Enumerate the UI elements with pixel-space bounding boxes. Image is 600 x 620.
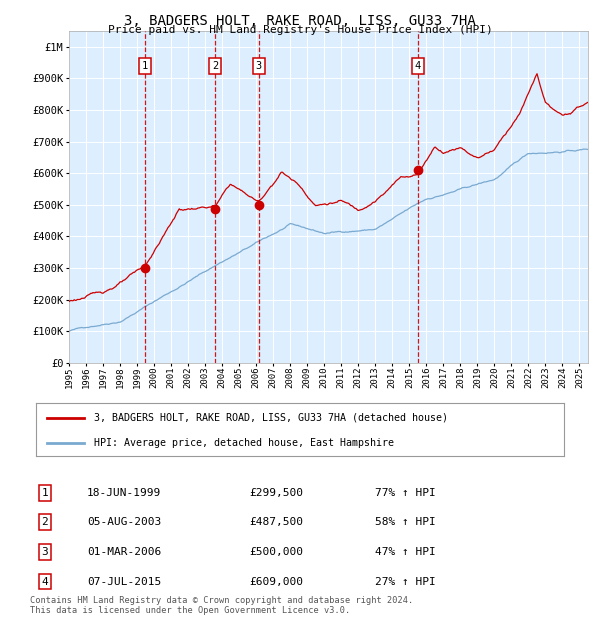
Text: Contains HM Land Registry data © Crown copyright and database right 2024.
This d: Contains HM Land Registry data © Crown c… bbox=[30, 596, 413, 615]
Text: 2: 2 bbox=[41, 517, 49, 527]
Text: £500,000: £500,000 bbox=[249, 547, 303, 557]
Text: 58% ↑ HPI: 58% ↑ HPI bbox=[375, 517, 436, 527]
Text: 2: 2 bbox=[212, 61, 218, 71]
Text: 05-AUG-2003: 05-AUG-2003 bbox=[87, 517, 161, 527]
Text: £609,000: £609,000 bbox=[249, 577, 303, 587]
Text: 3: 3 bbox=[41, 547, 49, 557]
Text: 27% ↑ HPI: 27% ↑ HPI bbox=[375, 577, 436, 587]
Text: 77% ↑ HPI: 77% ↑ HPI bbox=[375, 488, 436, 498]
Text: £299,500: £299,500 bbox=[249, 488, 303, 498]
Text: 3, BADGERS HOLT, RAKE ROAD, LISS, GU33 7HA: 3, BADGERS HOLT, RAKE ROAD, LISS, GU33 7… bbox=[124, 14, 476, 28]
Text: 4: 4 bbox=[41, 577, 49, 587]
Text: 07-JUL-2015: 07-JUL-2015 bbox=[87, 577, 161, 587]
Text: 3: 3 bbox=[256, 61, 262, 71]
Text: 18-JUN-1999: 18-JUN-1999 bbox=[87, 488, 161, 498]
Text: 1: 1 bbox=[41, 488, 49, 498]
Text: £487,500: £487,500 bbox=[249, 517, 303, 527]
Text: HPI: Average price, detached house, East Hampshire: HPI: Average price, detached house, East… bbox=[94, 438, 394, 448]
Text: 4: 4 bbox=[415, 61, 421, 71]
Text: 47% ↑ HPI: 47% ↑ HPI bbox=[375, 547, 436, 557]
Text: 3, BADGERS HOLT, RAKE ROAD, LISS, GU33 7HA (detached house): 3, BADGERS HOLT, RAKE ROAD, LISS, GU33 7… bbox=[94, 413, 448, 423]
Text: Price paid vs. HM Land Registry's House Price Index (HPI): Price paid vs. HM Land Registry's House … bbox=[107, 25, 493, 35]
Text: 01-MAR-2006: 01-MAR-2006 bbox=[87, 547, 161, 557]
Text: 1: 1 bbox=[142, 61, 148, 71]
